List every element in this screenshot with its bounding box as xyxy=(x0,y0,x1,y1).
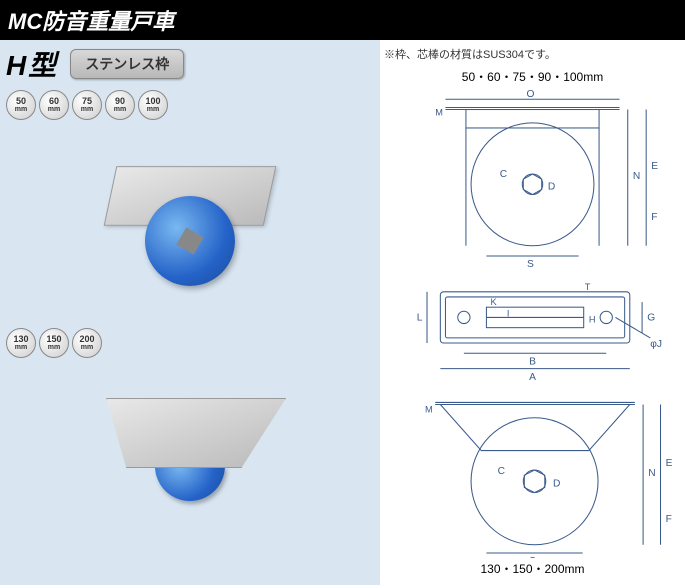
bracket-bottom xyxy=(94,398,286,468)
svg-text:F: F xyxy=(651,212,657,223)
type-label: H型 xyxy=(0,44,58,84)
dimension-group-top: 50・60・75・90・100mm xyxy=(384,68,681,85)
svg-text:A: A xyxy=(529,372,536,383)
size-badge-90: 90mm xyxy=(105,90,135,120)
svg-text:B: B xyxy=(529,357,536,368)
svg-text:C: C xyxy=(498,466,505,477)
svg-text:I: I xyxy=(507,308,510,318)
sizes-top-row: 50mm60mm75mm90mm100mm xyxy=(0,88,380,126)
product-photo-bottom xyxy=(0,364,380,534)
svg-text:S: S xyxy=(527,259,534,270)
svg-text:L: L xyxy=(417,312,423,323)
svg-text:S: S xyxy=(529,556,536,558)
size-badge-100: 100mm xyxy=(138,90,168,120)
drawing-top-front: O M C D N E F S xyxy=(435,89,658,270)
product-title: MC防音重量戸車 xyxy=(0,0,685,40)
svg-text:K: K xyxy=(491,297,498,307)
size-badge-200: 200mm xyxy=(72,328,102,358)
drawing-bottom-front: M C D N E F S xyxy=(425,402,673,558)
size-badge-150: 150mm xyxy=(39,328,69,358)
svg-text:G: G xyxy=(647,312,655,323)
roller-large xyxy=(100,398,280,501)
main-container: H型 ステンレス枠 50mm60mm75mm90mm100mm 130mm150… xyxy=(0,40,685,585)
size-badge-130: 130mm xyxy=(6,328,36,358)
roller-small xyxy=(110,166,270,286)
svg-text:T: T xyxy=(585,282,591,292)
svg-text:M: M xyxy=(435,108,443,118)
svg-text:C: C xyxy=(500,169,507,180)
wheel-bottom xyxy=(155,466,225,501)
svg-text:H: H xyxy=(589,315,596,325)
svg-text:O: O xyxy=(526,89,534,100)
drawing-middle-top: T K I H L G φJ B A xyxy=(417,282,662,383)
svg-text:E: E xyxy=(651,161,658,172)
left-column: H型 ステンレス枠 50mm60mm75mm90mm100mm 130mm150… xyxy=(0,40,380,585)
material-note: ※枠、芯棒の材質はSUS304です。 xyxy=(384,46,681,66)
hub-top xyxy=(176,227,203,254)
size-badge-75: 75mm xyxy=(72,90,102,120)
right-column: ※枠、芯棒の材質はSUS304です。 50・60・75・90・100mm O M… xyxy=(380,40,685,585)
product-photo-top xyxy=(0,126,380,326)
svg-text:E: E xyxy=(666,458,673,469)
size-badge-60: 60mm xyxy=(39,90,69,120)
svg-text:F: F xyxy=(666,514,672,525)
technical-drawing: O M C D N E F S T K I H xyxy=(384,87,681,558)
size-badge-50: 50mm xyxy=(6,90,36,120)
svg-text:φJ: φJ xyxy=(650,339,662,350)
dimension-group-bottom: 130・150・200mm xyxy=(384,560,681,577)
svg-text:N: N xyxy=(648,468,655,479)
svg-text:N: N xyxy=(633,171,640,182)
svg-text:D: D xyxy=(553,478,560,489)
subheader-row: H型 ステンレス枠 xyxy=(0,40,380,88)
svg-text:D: D xyxy=(548,181,555,192)
sizes-bottom-row: 130mm150mm200mm xyxy=(0,326,380,364)
svg-text:M: M xyxy=(425,405,433,415)
frame-material-badge: ステンレス枠 xyxy=(70,49,184,79)
wheel-top xyxy=(145,196,235,286)
